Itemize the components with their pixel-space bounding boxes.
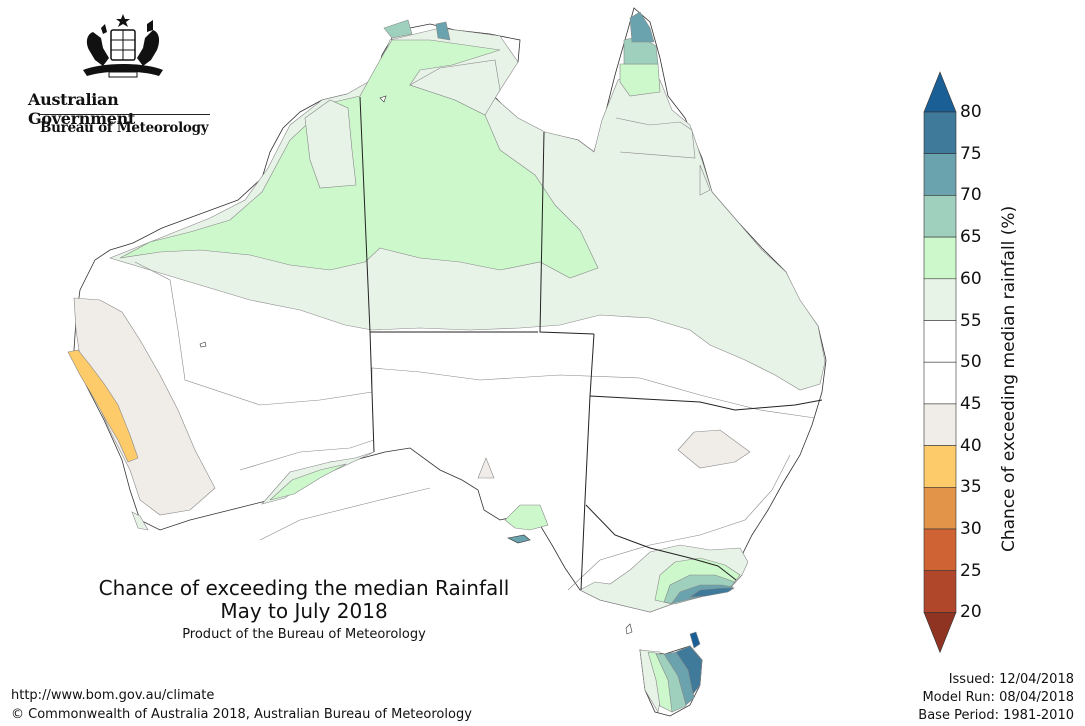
legend-title: Chance of exceeding median rainfall (%)	[999, 205, 1019, 552]
band-40-45-nsw	[677, 429, 751, 469]
nsw-vic-border	[585, 504, 737, 581]
legend-tick-label: 45	[960, 393, 982, 414]
kangaroo-island	[507, 534, 531, 544]
product-credit: Product of the Bureau of Meteorology	[182, 627, 426, 642]
legend-tick-label: 50	[960, 352, 982, 373]
small-islands	[199, 95, 633, 635]
legend-band-45-50	[923, 361, 957, 405]
legend-tick-label: 60	[960, 268, 982, 289]
legend-tick-label: 30	[960, 519, 982, 539]
legend-tick-label: 75	[960, 143, 982, 164]
legend-band-50-55	[923, 320, 957, 363]
legend-tick-label: 35	[960, 477, 982, 498]
base-period: Base Period: 1981-2010	[918, 708, 1074, 723]
legend-band-30-35	[923, 486, 957, 530]
contour-lines	[134, 117, 816, 591]
issued-date: Issued: 12/04/2018	[948, 672, 1074, 687]
legend-band-25-30	[923, 528, 957, 572]
legend-tick-label: 55	[960, 310, 982, 331]
bureau-name: Bureau of Meteorology	[40, 120, 209, 136]
band-60-65-bight	[269, 463, 347, 501]
legend-band-55-60	[923, 278, 957, 321]
band-70-75-capeyork	[629, 11, 655, 43]
legend-tick-label: 25	[960, 560, 982, 581]
state-borders	[359, 96, 823, 591]
copyright-notice: © Commonwealth of Australia 2018, Austra…	[11, 707, 472, 722]
band-55-60-kimberley-patch	[304, 99, 357, 189]
sa-qld-nsw-border	[580, 333, 595, 591]
band-55-60-topend-patch	[409, 59, 501, 116]
coat-of-arms-icon	[83, 14, 163, 78]
band-75-80-victoria	[688, 587, 735, 598]
legend-band-20-25	[923, 570, 957, 613]
legend-band-below-20	[923, 612, 957, 654]
band-40-45-sa	[477, 457, 495, 479]
band-65-70-topend-tip	[383, 19, 413, 39]
government-name: Australian Government	[28, 90, 136, 128]
legend-tick-label: 80	[960, 102, 982, 122]
legend-band-80+	[923, 71, 957, 113]
legend-band-35-40	[923, 445, 957, 488]
legend-band-75-80	[923, 111, 957, 155]
band-80-tasmania-ne	[689, 631, 701, 649]
map-period: May to July 2018	[220, 599, 388, 623]
legend-band-65-70	[923, 195, 957, 238]
legend-band-40-45	[923, 403, 957, 446]
band-35-40-west-coast	[67, 349, 139, 463]
band-70-75-topend-tip	[435, 21, 451, 41]
band-75-80-tasmania	[675, 645, 703, 695]
issue-metadata: Issued: 12/04/2018 Model Run: 08/04/2018…	[918, 671, 1074, 725]
legend-tick-label: 70	[960, 185, 982, 206]
bom-logo: Australian Government Bureau of Meteorol…	[28, 10, 218, 140]
legend-tick-label: 40	[960, 435, 982, 456]
band-60-65-gulf	[504, 504, 549, 531]
band-55-60-sw-corner	[131, 511, 149, 531]
legend-band-60-65	[923, 236, 957, 280]
qld-nsw-border	[589, 395, 823, 411]
model-run-date: Model Run: 08/04/2018	[922, 690, 1074, 705]
legend-band-70-75	[923, 153, 957, 196]
nt-qld-border	[539, 131, 595, 335]
map-title: Chance of exceeding the median Rainfall	[98, 576, 510, 600]
legend-tick-label: 65	[960, 227, 982, 248]
legend-colorbar	[923, 71, 957, 654]
climate-url-link[interactable]: http://www.bom.gov.au/climate	[11, 688, 215, 703]
logo-divider	[38, 114, 210, 115]
legend-tick-label: 20	[960, 602, 982, 623]
